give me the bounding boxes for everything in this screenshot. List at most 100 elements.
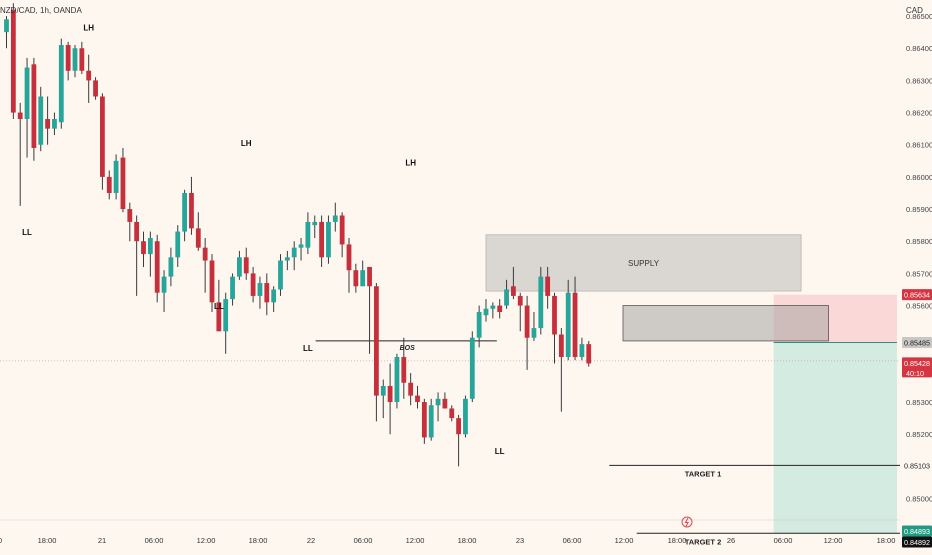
x-tick-label: 26 <box>727 536 735 545</box>
candle-body <box>52 119 57 129</box>
y-tick-label: 0.85000 <box>906 495 932 504</box>
candle-body <box>428 405 434 438</box>
y-tick-label: 0.86400 <box>906 44 932 53</box>
current-price-tag-bg <box>902 357 932 378</box>
x-tick-label: 06:00 <box>354 536 373 545</box>
candle-body <box>284 257 290 261</box>
y-tick-label: 0.85800 <box>906 237 932 246</box>
candle-body <box>264 283 270 303</box>
target2-price-tag-a: 0.84893 <box>904 527 930 536</box>
target2-price-tag-b: 0.84892 <box>904 538 930 547</box>
swing-label-ll: LL <box>303 344 313 353</box>
supply-label: SUPPLY <box>628 259 660 268</box>
candle-body <box>31 64 37 148</box>
candle-body <box>168 257 174 277</box>
y-tick-label: 0.86500 <box>906 12 932 21</box>
target-label-2: TARGET 2 <box>685 537 722 546</box>
candle-body <box>326 221 331 258</box>
candle-body <box>298 244 304 248</box>
x-tick-label: 12:00 <box>615 536 634 545</box>
candle-body <box>538 276 544 329</box>
x-tick-label: 23 <box>516 536 524 545</box>
levels: BOS TARGET 1 TARGET 2 <box>0 340 900 546</box>
y-tick-label: 0.85900 <box>906 205 932 214</box>
candle-body <box>79 48 85 71</box>
candle-body <box>195 228 201 248</box>
candle-body <box>319 221 324 258</box>
candle-body <box>504 289 509 306</box>
x-tick-label: 12:00 <box>197 536 216 545</box>
candle-body <box>442 398 448 409</box>
candle-body <box>374 286 379 396</box>
candle-body <box>435 398 441 406</box>
candle-body <box>141 241 146 255</box>
candle-body <box>127 209 133 222</box>
candle-body <box>38 96 44 145</box>
x-tick-label: 18:00 <box>249 536 268 545</box>
entry-price-tag: 0.85485 <box>904 339 930 348</box>
candle-body <box>154 241 160 293</box>
candle-body <box>257 283 263 296</box>
zones: SUPPLY <box>485 234 897 533</box>
candle-body <box>10 9 16 113</box>
candle-body <box>380 385 386 396</box>
candle-body <box>278 260 283 290</box>
currency-label: CAD <box>906 6 923 15</box>
candle-body <box>415 395 420 403</box>
candle-body <box>490 305 496 309</box>
candle-body <box>558 334 564 358</box>
bolt-icon-glyph <box>684 517 689 527</box>
candle-body <box>58 45 64 123</box>
candle-body <box>360 270 366 287</box>
x-tick-label: 22 <box>307 536 315 545</box>
candle-body <box>579 344 585 358</box>
candle-body <box>291 247 297 258</box>
swing-label-lh: LH <box>405 158 416 167</box>
candle-body <box>86 70 92 81</box>
x-tick-label: 12:00 <box>824 536 843 545</box>
candle-body <box>387 385 393 403</box>
candle-body <box>552 295 557 335</box>
bolt-icon[interactable] <box>681 516 693 528</box>
entry-price-tag-bg <box>902 337 932 349</box>
annotations: LL LH LH LL LL LH LL <box>22 23 505 455</box>
candle-body <box>565 292 571 358</box>
swing-label-ll: LL <box>495 447 505 456</box>
x-tick-label: 12:00 <box>406 536 425 545</box>
target-label-1: TARGET 1 <box>685 469 722 478</box>
candle-body <box>524 305 530 338</box>
candle-body <box>72 48 78 71</box>
candle-body <box>339 215 345 245</box>
candle-body <box>237 257 242 277</box>
y-tick-label: 0.85200 <box>906 430 932 439</box>
candle-body <box>456 418 461 435</box>
target1-price-tag-bg <box>902 459 932 471</box>
candle-body <box>223 299 229 332</box>
x-tick-label: 06:00 <box>145 536 164 545</box>
candle-body <box>586 344 592 364</box>
candle-body <box>463 398 468 435</box>
current-price-tag-countdown: 40:10 <box>906 369 924 378</box>
candle-body <box>517 295 523 306</box>
stop-price-tag-bg <box>902 289 932 301</box>
target2-price-tag-a-bg <box>902 525 932 537</box>
candle-body <box>476 311 482 338</box>
candle-body <box>45 119 50 129</box>
x-tick-label: 06:00 <box>774 536 793 545</box>
x-tick-label: 0 <box>0 536 2 545</box>
candle-body <box>572 292 578 358</box>
candle-body <box>161 276 167 293</box>
candle-body <box>134 221 140 242</box>
symbol-title: NZD/CAD, 1h, OANDA <box>0 6 82 15</box>
swing-label-lh: LH <box>241 139 252 148</box>
candle-body <box>24 67 30 120</box>
y-tick-label: 0.86000 <box>906 173 932 182</box>
x-tick-label: 18:00 <box>458 536 477 545</box>
candle-body <box>250 273 256 296</box>
x-tick-label: 21 <box>98 536 106 545</box>
candle-body <box>332 215 338 222</box>
y-tick-label: 0.86200 <box>906 109 932 118</box>
